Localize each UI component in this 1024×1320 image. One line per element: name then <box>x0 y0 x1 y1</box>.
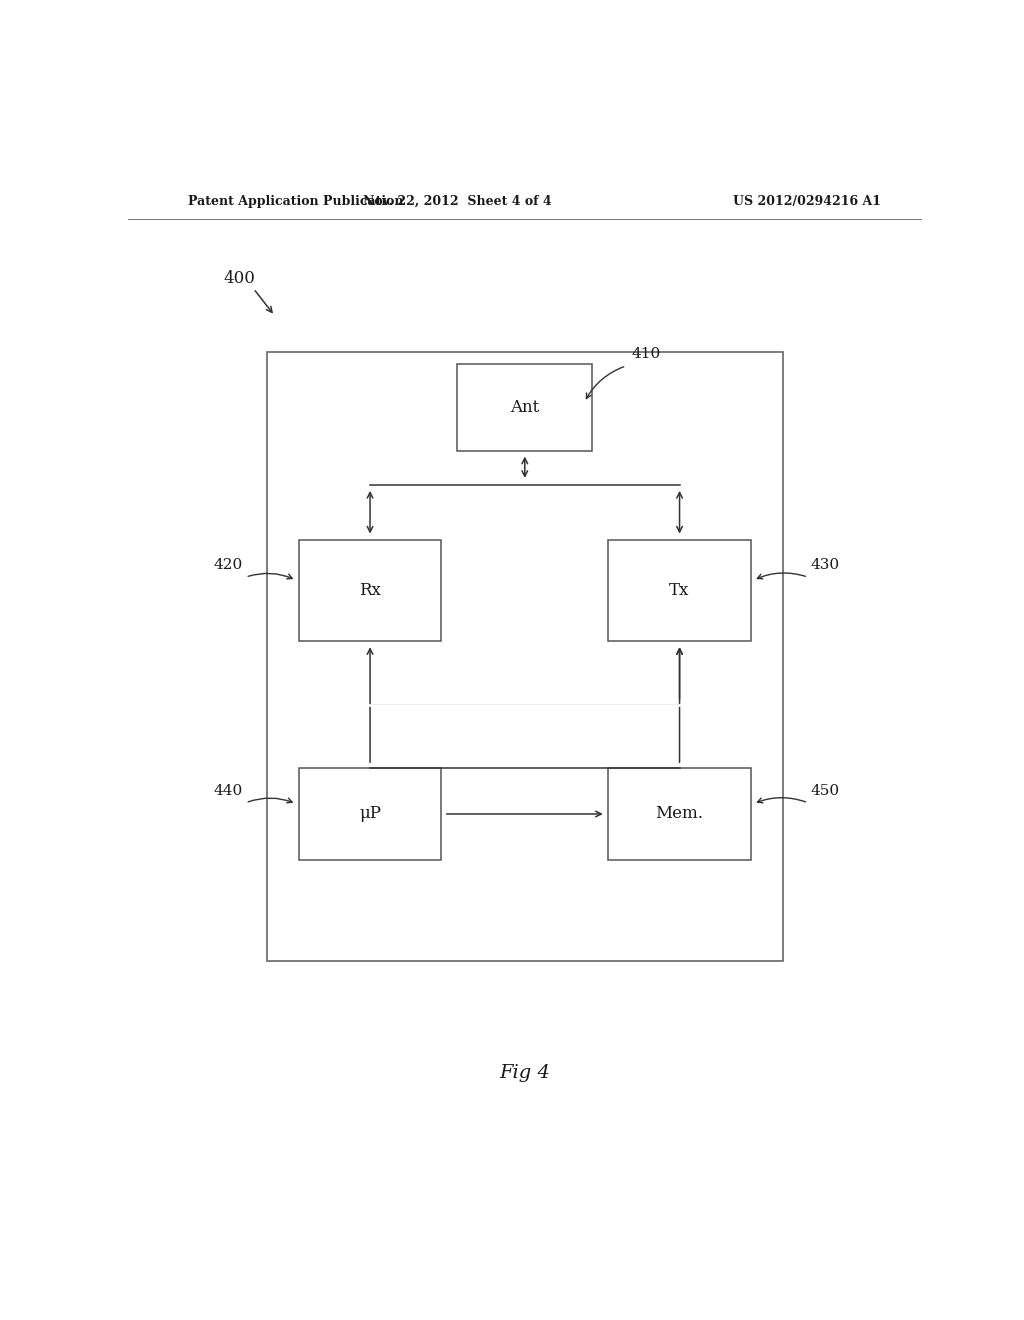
Text: Mem.: Mem. <box>655 805 703 822</box>
Text: 450: 450 <box>811 784 840 797</box>
Text: 440: 440 <box>214 784 243 797</box>
Bar <box>458 364 592 450</box>
Text: 420: 420 <box>214 558 243 572</box>
Text: 430: 430 <box>811 558 840 572</box>
Text: 410: 410 <box>632 347 662 360</box>
Text: Patent Application Publication: Patent Application Publication <box>187 194 403 207</box>
Bar <box>608 768 751 859</box>
Text: μP: μP <box>359 805 381 822</box>
Text: 400: 400 <box>223 269 255 286</box>
Text: Ant: Ant <box>510 399 540 416</box>
Text: Nov. 22, 2012  Sheet 4 of 4: Nov. 22, 2012 Sheet 4 of 4 <box>364 194 552 207</box>
Text: US 2012/0294216 A1: US 2012/0294216 A1 <box>732 194 881 207</box>
Bar <box>267 351 782 961</box>
Bar <box>299 768 441 859</box>
Text: Fig 4: Fig 4 <box>500 1064 550 1082</box>
Text: Rx: Rx <box>359 582 381 599</box>
Bar <box>299 540 441 642</box>
Text: Tx: Tx <box>670 582 690 599</box>
Bar <box>608 540 751 642</box>
